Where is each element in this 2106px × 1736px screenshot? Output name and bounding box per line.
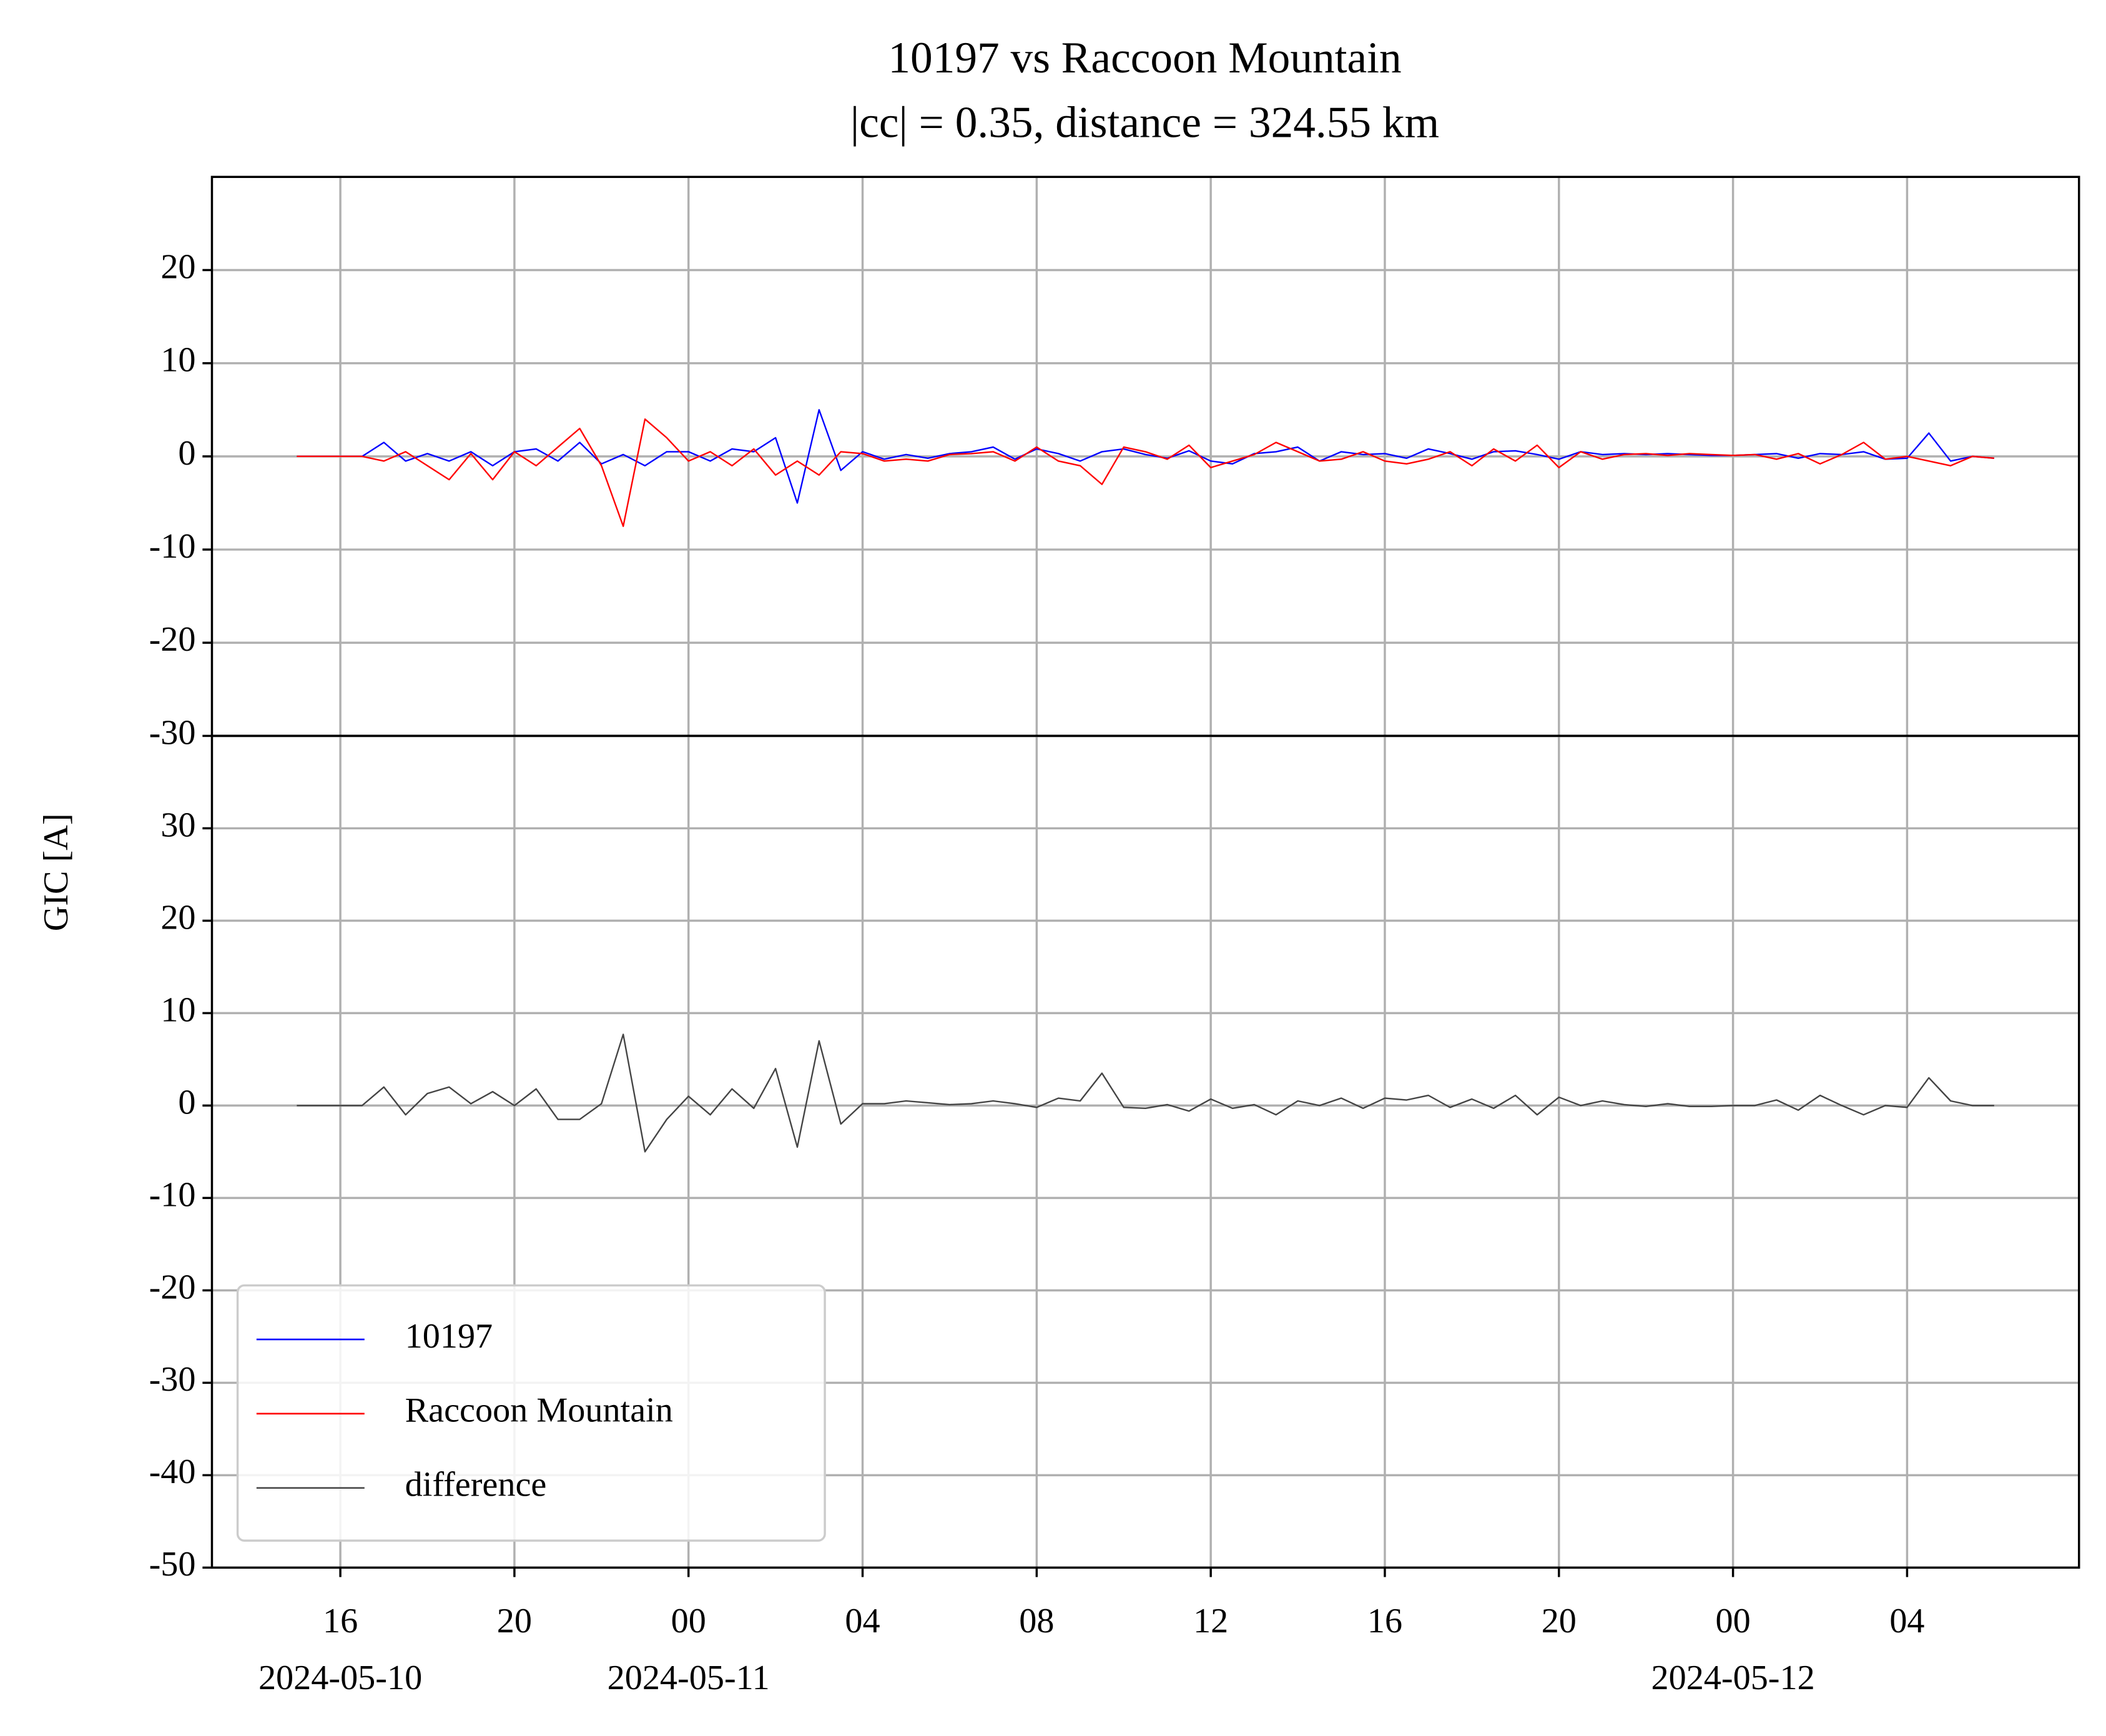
x-date-label: 2024-05-10 bbox=[258, 1659, 422, 1697]
plot-frame bbox=[210, 734, 2080, 1569]
y-tick-label: -40 bbox=[149, 1452, 196, 1491]
data-line bbox=[297, 418, 1994, 527]
chart-title: 10197 vs Raccoon Mountain bbox=[888, 33, 1401, 82]
x-tick-label: 20 bbox=[1542, 1602, 1577, 1640]
x-tick-label: 00 bbox=[1716, 1602, 1751, 1640]
legend-label: difference bbox=[405, 1466, 547, 1504]
y-tick-label: 10 bbox=[160, 990, 195, 1029]
legend-label: Raccoon Mountain bbox=[405, 1391, 673, 1430]
y-tick-label: 0 bbox=[178, 434, 195, 473]
x-tick-label: 16 bbox=[323, 1602, 358, 1640]
x-tick-label: 20 bbox=[497, 1602, 532, 1640]
data-line bbox=[297, 1033, 1994, 1153]
y-tick-label: 10 bbox=[160, 341, 195, 380]
x-date-label: 2024-05-12 bbox=[1651, 1659, 1814, 1697]
y-tick-label: 0 bbox=[178, 1083, 195, 1122]
x-tick-label: 04 bbox=[1889, 1602, 1924, 1640]
chart-subtitle: |cc| = 0.35, distance = 324.55 km bbox=[850, 98, 1439, 147]
x-tick-label: 04 bbox=[845, 1602, 880, 1640]
data-line bbox=[297, 409, 1994, 504]
y-tick-label: 30 bbox=[160, 806, 195, 844]
x-date-label: 2024-05-11 bbox=[608, 1659, 770, 1697]
y-tick-label: 20 bbox=[160, 898, 195, 937]
legend-label: 10197 bbox=[405, 1317, 493, 1356]
y-tick-label: -20 bbox=[149, 1268, 196, 1306]
y-tick-label: -10 bbox=[149, 1175, 196, 1214]
y-tick-label: -30 bbox=[149, 713, 196, 752]
x-tick-label: 16 bbox=[1367, 1602, 1402, 1640]
y-tick-label: 20 bbox=[160, 247, 195, 286]
y-axis-label: GIC [A] bbox=[37, 813, 76, 931]
x-tick-label: 12 bbox=[1193, 1602, 1228, 1640]
legend: 10197 Raccoon Mountain difference bbox=[236, 1284, 826, 1542]
y-tick-label: -10 bbox=[149, 527, 196, 566]
y-tick-label: -50 bbox=[149, 1545, 196, 1584]
x-tick-label: 08 bbox=[1019, 1602, 1054, 1640]
legend-box bbox=[236, 1284, 826, 1542]
y-tick-label: -30 bbox=[149, 1360, 196, 1399]
y-tick-label: -20 bbox=[149, 620, 196, 659]
x-tick-label: 00 bbox=[671, 1602, 706, 1640]
